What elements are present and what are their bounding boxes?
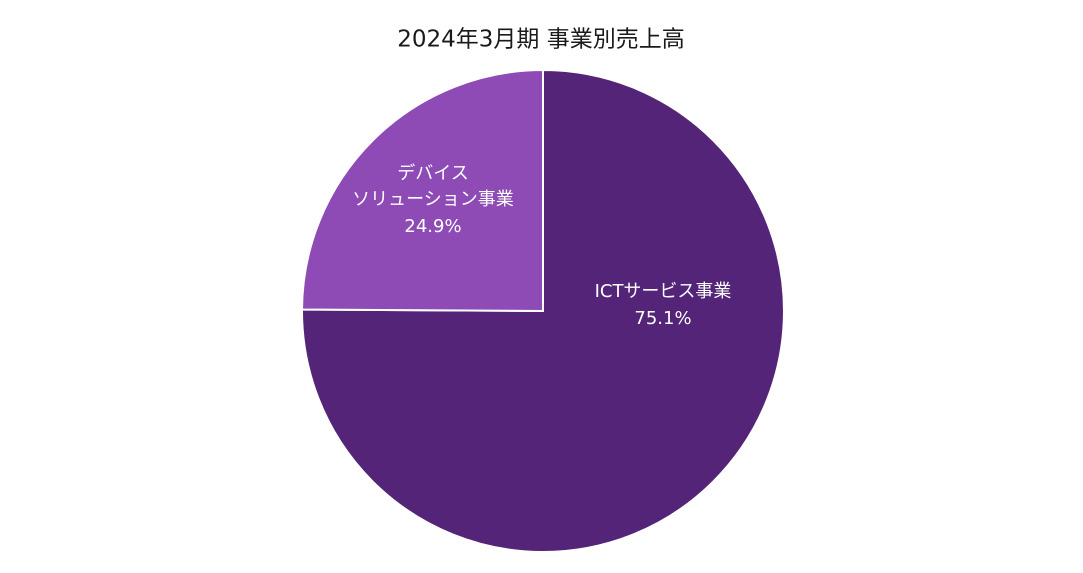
slice-label: ICTサービス事業 xyxy=(595,281,732,302)
slice-label: デバイスソリューション事業 xyxy=(352,163,514,210)
value-label: 24.9% xyxy=(404,216,461,237)
value-label: 75.1% xyxy=(634,308,691,329)
pie-slice xyxy=(300,68,544,313)
chart-title: 2024年3月期 事業別売上高 xyxy=(397,27,684,53)
pie-slice xyxy=(301,68,785,553)
